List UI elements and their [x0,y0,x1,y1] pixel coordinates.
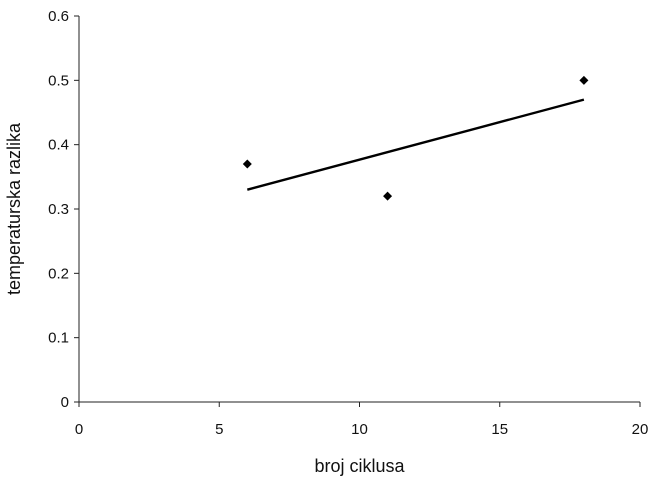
x-ticks: 0 5 10 15 20 [75,402,649,438]
data-points [242,75,589,201]
x-tick-label: 20 [632,421,649,438]
axes [78,16,640,403]
y-tick-label: 0 [61,394,69,411]
x-tick-label: 15 [491,421,508,438]
y-tick-label: 0.3 [48,201,69,218]
y-tick-label: 0.4 [48,137,69,154]
y-tick-label: 0.5 [48,72,69,89]
y-ticks: 0 0.1 0.2 0.3 0.4 0.5 0.6 [48,8,79,411]
y-tick-label: 0.1 [48,330,69,347]
x-axis-title: broj ciklusa [314,456,405,476]
trendline [246,98,585,191]
trendline-group [246,98,585,191]
y-tick-label: 0.6 [48,8,69,25]
data-point [579,75,589,85]
x-tick-label: 10 [351,421,368,438]
y-tick-label: 0.2 [48,265,69,282]
x-tick-label: 0 [75,421,83,438]
x-tick-label: 5 [215,421,223,438]
y-axis-title: temperaturska razlika [4,122,24,295]
data-point [383,191,393,201]
data-point [242,159,252,169]
